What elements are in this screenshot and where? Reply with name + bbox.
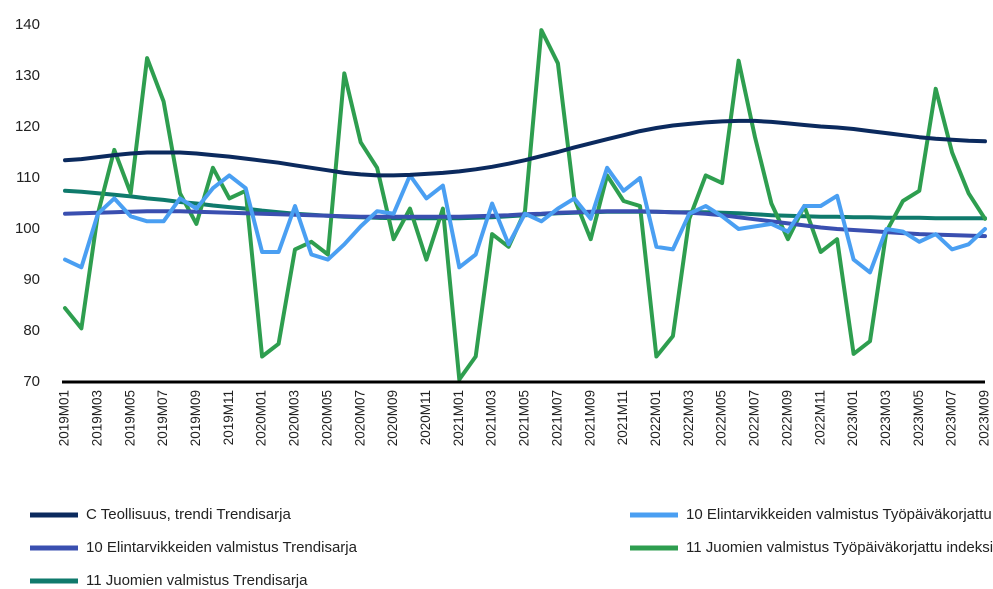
x-tick-label: 2023M07 — [944, 390, 959, 446]
x-tick-label: 2021M01 — [451, 390, 466, 446]
legend-label: 11 Juomien valmistus Työpäiväkorjattu in… — [686, 539, 993, 556]
y-tick-label: 110 — [16, 169, 40, 186]
x-tick-label: 2020M01 — [254, 390, 269, 446]
y-tick-label: 90 — [23, 271, 40, 288]
x-tick-label: 2021M05 — [517, 390, 532, 446]
x-tick-label: 2022M09 — [779, 390, 794, 446]
y-tick-label: 130 — [15, 67, 40, 84]
x-tick-label: 2019M11 — [221, 390, 236, 445]
x-tick-label: 2023M05 — [911, 390, 926, 446]
y-tick-label: 100 — [15, 220, 40, 237]
x-tick-label: 2019M01 — [57, 390, 72, 446]
x-tick-label: 2020M07 — [352, 390, 367, 446]
x-tick-label: 2020M03 — [287, 390, 302, 446]
line-series — [63, 118, 987, 178]
legend-label: 10 Elintarvikkeiden valmistus Trendisarj… — [86, 539, 358, 556]
x-tick-label: 2019M03 — [89, 390, 104, 446]
x-tick-label: 2020M09 — [385, 390, 400, 446]
x-tick-label: 2021M09 — [582, 390, 597, 446]
x-tick-label: 2022M03 — [681, 390, 696, 446]
x-tick-label: 2020M05 — [319, 390, 334, 446]
x-tick-label: 2022M11 — [812, 390, 827, 445]
legend-label: C Teollisuus, trendi Trendisarja — [86, 506, 291, 523]
line-series — [63, 28, 987, 382]
x-tick-label: 2021M11 — [615, 390, 630, 445]
x-tick-label: 2022M05 — [714, 390, 729, 446]
y-tick-label: 140 — [15, 16, 40, 33]
x-tick-label: 2019M09 — [188, 390, 203, 446]
legend-label: 11 Juomien valmistus Trendisarja — [86, 572, 308, 589]
x-tick-label: 2021M03 — [484, 390, 499, 446]
legend-label: 10 Elintarvikkeiden valmistus Työpäiväko… — [686, 506, 993, 523]
x-tick-label: 2022M01 — [648, 390, 663, 446]
line-series — [63, 165, 987, 275]
x-tick-label: 2019M07 — [155, 390, 170, 446]
x-tick-label: 2023M03 — [878, 390, 893, 446]
x-tick-label: 2019M05 — [122, 390, 137, 446]
x-tick-label: 2021M07 — [549, 390, 564, 446]
y-tick-label: 120 — [15, 118, 40, 135]
x-tick-label: 2023M09 — [977, 390, 992, 446]
y-tick-label: 80 — [23, 322, 40, 339]
x-tick-label: 2020M11 — [418, 390, 433, 445]
x-tick-label: 2023M01 — [845, 390, 860, 446]
x-tick-label: 2022M07 — [747, 390, 762, 446]
y-tick-label: 70 — [23, 373, 40, 390]
